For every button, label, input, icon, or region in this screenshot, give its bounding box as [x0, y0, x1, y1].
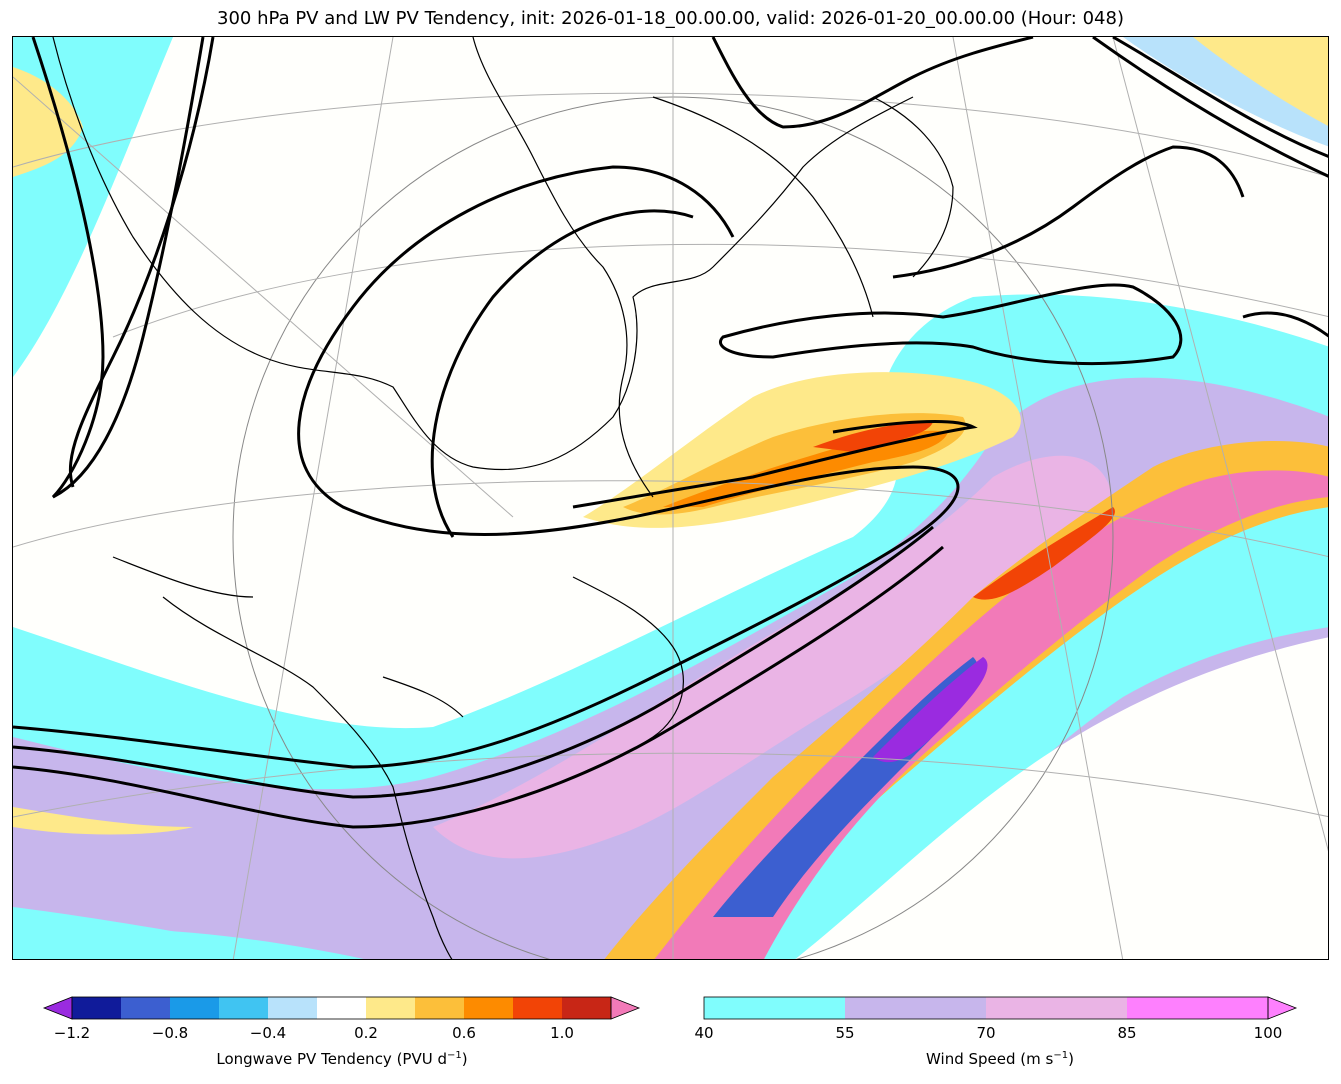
wind-swatch — [1127, 997, 1268, 1019]
pos-tend-sw — [13, 807, 193, 835]
tendency-swatch — [317, 997, 366, 1019]
wind-tick-3: 70 — [976, 1024, 996, 1042]
pv-contour-6 — [31, 37, 205, 499]
tendency-swatch — [464, 997, 513, 1019]
speckle-orange — [973, 507, 1115, 600]
tendency-tick-6: 1.0 — [550, 1024, 574, 1042]
pv-contour-7 — [68, 37, 215, 488]
tendency-swatch — [415, 997, 464, 1019]
pv-contour-10 — [1112, 37, 1328, 158]
map-canvas — [13, 37, 1328, 959]
wind-70-core — [433, 455, 1113, 859]
wind-colorbar-frame — [703, 996, 1269, 1020]
tendency-tick-2: −0.8 — [151, 1024, 189, 1042]
tendency-colorbar-frame — [71, 996, 612, 1020]
pos-tend-nw — [13, 67, 83, 177]
tendency-colorbar-label: Longwave PV Tendency (PVU d−1) — [216, 1050, 468, 1068]
tendency-swatch — [366, 997, 415, 1019]
pv-contour-9 — [719, 283, 1183, 366]
coastlines — [52, 37, 954, 959]
pv-tendency-shading — [13, 37, 1328, 959]
pv-contour-4 — [430, 209, 694, 538]
tendency-swatch — [170, 997, 219, 1019]
wind-colorbar — [703, 996, 1298, 1020]
map-panel — [12, 36, 1329, 960]
tendency-swatch — [72, 997, 121, 1019]
pv-contour-14 — [1242, 311, 1328, 338]
pv-contours — [13, 37, 1328, 829]
pv-contour-8 — [711, 37, 1034, 129]
neg-tend-ne — [1123, 37, 1328, 147]
tendency-extend-low — [42, 996, 73, 1020]
pv-contour-1 — [13, 165, 960, 769]
pv-contour-11 — [1092, 37, 1328, 178]
wind-tick-2: 55 — [835, 1024, 855, 1042]
wind-extend-high — [1267, 996, 1298, 1020]
tendency-tick-4: 0.2 — [354, 1024, 378, 1042]
pos-tend-max — [813, 422, 933, 452]
pv-contour-12 — [892, 145, 1245, 279]
wind-swatch — [845, 997, 986, 1019]
wind-colorbar-label: Wind Speed (m s−1) — [926, 1050, 1074, 1068]
tendency-tick-5: 0.6 — [452, 1024, 476, 1042]
tendency-tick-1: −1.2 — [53, 1024, 91, 1042]
tendency-tick-3: −0.4 — [249, 1024, 287, 1042]
tendency-colorbar — [42, 996, 641, 1020]
pv-contour-2 — [13, 525, 934, 799]
wind-tick-5: 100 — [1253, 1024, 1283, 1042]
tendency-swatch — [562, 997, 611, 1019]
pv-contour-3 — [13, 545, 944, 829]
tendency-swatch — [268, 997, 317, 1019]
tendency-swatch — [513, 997, 562, 1019]
wind-40-south — [13, 928, 364, 959]
tendency-extend-high — [610, 996, 641, 1020]
pv-contour-5 — [572, 420, 978, 509]
wind-tick-1: 40 — [694, 1024, 714, 1042]
pos-tend-high — [663, 430, 948, 507]
white-se — [795, 637, 1328, 959]
wind-tick-4: 85 — [1117, 1024, 1137, 1042]
map-title: 300 hPa PV and LW PV Tendency, init: 202… — [217, 8, 1124, 29]
graticule — [13, 37, 1328, 959]
wind-swatch — [704, 997, 845, 1019]
tendency-swatch — [121, 997, 170, 1019]
wind-swatch — [986, 997, 1127, 1019]
speckle-purple — [873, 657, 988, 763]
tendency-swatch — [219, 997, 268, 1019]
